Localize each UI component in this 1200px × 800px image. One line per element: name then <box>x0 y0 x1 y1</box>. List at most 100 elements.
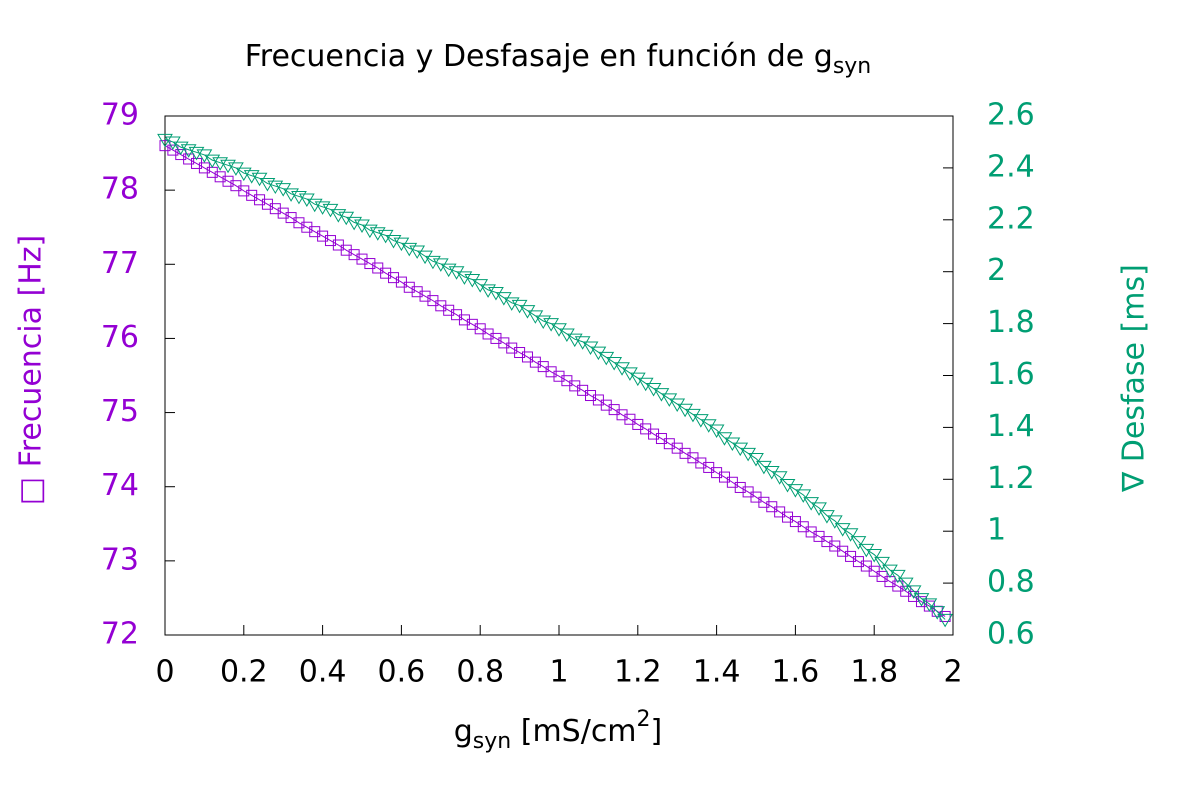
data-point <box>388 272 400 284</box>
data-point <box>495 292 512 306</box>
data-point <box>466 318 478 330</box>
x-label-superscript: 2 <box>637 707 651 732</box>
data-point <box>574 336 591 350</box>
data-point <box>488 286 504 301</box>
title-text: Frecuencia y Desfasaje en función de g <box>245 39 833 74</box>
y2-tick-label: 1.8 <box>987 305 1035 340</box>
data-point <box>180 144 197 158</box>
x-tick-label: 1.4 <box>693 655 741 690</box>
data-point <box>874 556 890 571</box>
data-point <box>293 217 305 229</box>
data-point <box>850 536 867 550</box>
data-point <box>235 167 252 182</box>
data-point <box>354 219 370 233</box>
y-tick-label: 74 <box>101 468 139 503</box>
data-point <box>432 258 449 272</box>
x-tick-label: 0.8 <box>456 655 504 690</box>
data-point <box>819 510 835 524</box>
data-point <box>590 346 607 361</box>
data-point <box>377 229 394 244</box>
x-tick-label: 0.4 <box>299 655 347 690</box>
data-point <box>157 133 173 148</box>
data-point <box>622 367 638 381</box>
x-label-text: g <box>454 714 473 749</box>
data-point <box>529 356 541 368</box>
x-label-text: ] <box>651 714 663 749</box>
data-point <box>503 297 520 311</box>
data-point <box>369 227 386 241</box>
data-point <box>261 198 273 210</box>
data-point <box>566 333 583 348</box>
data-point <box>939 610 951 622</box>
x-label-text: [mS/cm <box>511 714 636 749</box>
y2-tick-label: 2 <box>987 253 1006 288</box>
data-point <box>653 388 670 402</box>
data-point <box>866 549 883 563</box>
data-point <box>330 209 347 223</box>
y2-tick-label: 1.4 <box>987 409 1035 444</box>
y2-tick-label: 2.2 <box>987 201 1035 236</box>
data-point <box>921 598 938 612</box>
data-point <box>472 279 489 293</box>
data-point <box>685 408 701 423</box>
data-point <box>616 409 628 421</box>
data-point <box>782 511 794 523</box>
y-tick-label: 75 <box>101 394 139 429</box>
data-point <box>356 253 368 265</box>
data-point <box>600 399 612 411</box>
data-point <box>551 323 567 337</box>
data-point <box>419 290 431 302</box>
data-point <box>663 438 675 450</box>
data-point <box>842 528 859 542</box>
data-point <box>435 300 447 312</box>
data-point <box>535 315 552 329</box>
data-point <box>183 153 195 165</box>
data-point <box>425 255 441 270</box>
data-point <box>222 175 234 187</box>
data-point <box>795 489 812 503</box>
data-point <box>456 271 473 285</box>
data-point <box>309 226 321 238</box>
data-point <box>301 221 313 233</box>
data-point <box>929 606 946 620</box>
data-point <box>228 162 244 176</box>
data-point <box>511 299 528 314</box>
data-point <box>246 189 258 201</box>
data-point <box>905 585 922 599</box>
data-point <box>614 362 630 376</box>
data-point <box>490 332 502 344</box>
data-point <box>937 613 953 628</box>
data-point <box>811 502 827 516</box>
x-tick-label: 1.2 <box>614 655 662 690</box>
data-point <box>317 230 329 242</box>
data-point <box>669 398 686 413</box>
data-point <box>259 177 276 192</box>
data-point <box>172 141 189 156</box>
series-line <box>164 138 946 620</box>
data-point <box>569 380 581 392</box>
data-point <box>834 523 851 537</box>
data-point <box>882 564 898 579</box>
data-point <box>692 414 709 428</box>
data-point <box>708 424 725 438</box>
data-point <box>826 515 843 529</box>
data-point <box>458 314 470 326</box>
data-point <box>748 453 764 467</box>
data-point <box>362 224 378 239</box>
data-point <box>585 390 597 402</box>
y-tick-label: 78 <box>101 172 139 207</box>
data-point <box>401 242 418 257</box>
y2-axis-label: ∇ Desfase [ms] <box>1117 264 1152 493</box>
data-point <box>267 180 284 195</box>
data-point <box>637 377 654 392</box>
data-point <box>734 481 746 493</box>
data-point <box>269 203 281 215</box>
title-subscript: syn <box>833 54 871 79</box>
series-line <box>164 145 946 617</box>
data-point <box>740 447 756 462</box>
data-point <box>440 263 457 278</box>
x-axis-label: gsyn [mS/cm2] <box>454 707 663 754</box>
data-point <box>889 569 906 584</box>
data-point <box>220 159 236 174</box>
y-tick-label: 76 <box>101 320 139 355</box>
